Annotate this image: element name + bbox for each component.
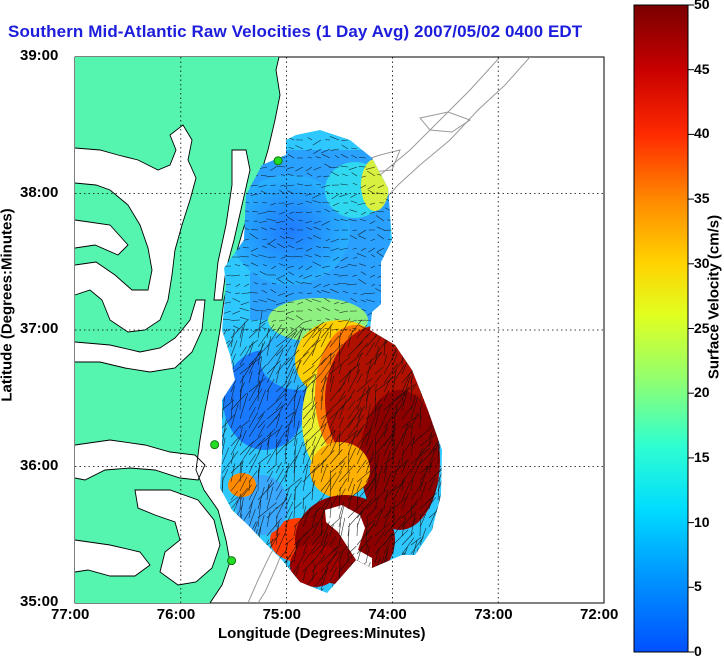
colorbar-tick-label: 20: [694, 384, 710, 401]
x-tick-label: 73:00: [474, 606, 513, 623]
colorbar-label: Surface Velocity (cm/s): [705, 214, 723, 380]
colorbar-tick-label: 40: [694, 125, 710, 142]
radar-site-marker: [227, 556, 237, 566]
x-tick-label: 75:00: [262, 606, 301, 623]
radar-site-marker: [210, 440, 220, 450]
map-title: Southern Mid-Atlantic Raw Velocities (1 …: [8, 22, 583, 41]
colorbar-tick-label: 15: [694, 448, 710, 465]
y-tick-label: 39:00: [20, 47, 59, 64]
x-axis-label: Longitude (Degrees:Minutes): [218, 625, 426, 642]
colorbar-tick-label: 45: [694, 60, 710, 77]
y-tick-label: 35:00: [20, 593, 59, 610]
y-axis-label: Latitude (Degrees:Minutes): [0, 208, 16, 402]
x-tick-label: 76:00: [156, 606, 196, 623]
colorbar-tick-label: 5: [694, 578, 702, 595]
colorbar-tick-label: 35: [694, 190, 710, 207]
y-tick-label: 38:00: [20, 183, 59, 201]
radar-site-marker: [273, 156, 283, 166]
y-tick-label: 36:00: [20, 456, 59, 474]
y-tick-label: 37:00: [20, 320, 59, 337]
colorbar-tick-label: 25: [694, 319, 710, 336]
x-tick-label: 77:00: [51, 606, 90, 623]
x-tick-label: 74:00: [368, 606, 407, 623]
chesapeake-bay: [75, 125, 196, 332]
colorbar-tick-label: 50: [694, 0, 710, 12]
colorbar: [633, 4, 689, 653]
colorbar-tick-label: 10: [694, 513, 710, 530]
x-tick-label: 72:00: [580, 606, 619, 623]
colorbar-tick-label: 30: [694, 254, 710, 271]
colorbar-tick-label: 0: [694, 643, 702, 659]
